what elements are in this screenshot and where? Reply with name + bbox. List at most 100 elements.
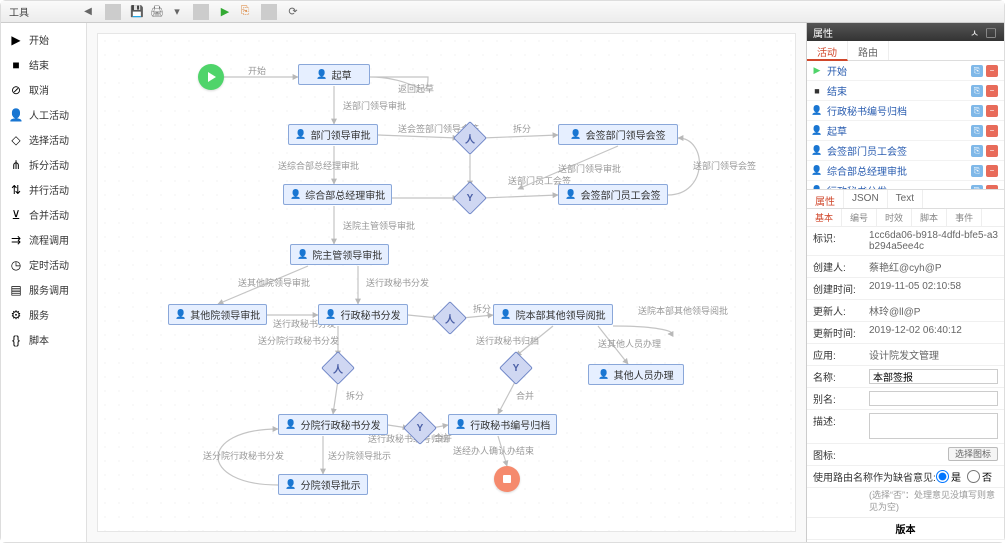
gateway-node[interactable]: Y — [504, 356, 528, 380]
flow-node[interactable]: 👤分院领导批示 — [278, 474, 368, 495]
gateway-node[interactable]: Y — [408, 416, 432, 440]
flow-node[interactable]: 👤其他人员办理 — [588, 364, 684, 385]
palette-icon: ⚙ — [9, 308, 23, 322]
print-icon[interactable]: 🖨 — [149, 4, 165, 20]
sub-tab[interactable]: 时效 — [877, 209, 912, 226]
copy-icon[interactable]: ⎘ — [971, 85, 983, 97]
flow-node[interactable]: 👤会签部门员工会签 — [558, 184, 668, 205]
start-node[interactable] — [198, 64, 224, 90]
select-icon-button[interactable]: 选择图标 — [948, 447, 998, 461]
prop-key-app: 应用: — [813, 347, 869, 362]
activity-name[interactable]: 行政秘书编号归档 — [827, 103, 971, 118]
copy-icon[interactable]: ⎘ — [971, 145, 983, 157]
save-icon[interactable]: 💾 — [129, 4, 145, 20]
name-input[interactable] — [869, 369, 998, 384]
palette-item[interactable]: ■结束 — [1, 52, 86, 77]
palette-icon: ◷ — [9, 258, 23, 272]
prop-key-utime: 更新时间: — [813, 325, 869, 340]
activity-name[interactable]: 综合部总经理审批 — [827, 163, 971, 178]
palette-label: 选择活动 — [29, 132, 69, 147]
delete-icon[interactable]: − — [986, 145, 998, 157]
activity-icon: 👤 — [811, 165, 823, 177]
activity-icon: ▶ — [811, 65, 823, 77]
palette-item[interactable]: ⊻合并活动 — [1, 202, 86, 227]
palette-label: 流程调用 — [29, 232, 69, 247]
palette-item[interactable]: 👤人工活动 — [1, 102, 86, 127]
activity-row: 👤行政秘书分发⎘− — [807, 181, 1004, 189]
palette-item[interactable]: {}脚本 — [1, 327, 86, 352]
delete-icon[interactable]: − — [986, 105, 998, 117]
copy-icon[interactable]: ⎘ — [971, 65, 983, 77]
palette-item[interactable]: ⋔拆分活动 — [1, 152, 86, 177]
copy-icon[interactable]: ⎘ — [971, 125, 983, 137]
prop-key-id: 标识: — [813, 230, 869, 252]
delete-icon[interactable]: − — [986, 165, 998, 177]
activity-name[interactable]: 起草 — [827, 123, 971, 138]
flow-node[interactable]: 👤会签部门领导会签 — [558, 124, 678, 145]
gateway-node[interactable]: 人 — [438, 306, 462, 330]
end-node[interactable] — [494, 466, 520, 492]
activity-name[interactable]: 结束 — [827, 83, 971, 98]
palette-label: 取消 — [29, 82, 49, 97]
sub-tab[interactable]: 脚本 — [912, 209, 947, 226]
sub-tab[interactable]: 编号 — [842, 209, 877, 226]
delete-icon[interactable]: − — [986, 85, 998, 97]
flow-canvas[interactable]: 开始送部门领导审批返回起草送会签部门领导会签拆分送综合部总经理审批送部门员工会签… — [97, 33, 796, 532]
flow-node[interactable]: 👤院主管领导审批 — [290, 244, 389, 265]
activity-row: 👤起草⎘− — [807, 121, 1004, 141]
palette-item[interactable]: ⇅并行活动 — [1, 177, 86, 202]
flow-node[interactable]: 👤行政秘书编号归档 — [448, 414, 557, 435]
palette-icon: ⇉ — [9, 233, 23, 247]
flow-node[interactable]: 👤院本部其他领导阅批 — [493, 304, 613, 325]
copy-icon[interactable]: ⎘ — [971, 165, 983, 177]
palette-item[interactable]: ⇉ 流程调用 — [1, 227, 86, 252]
activity-list: ▶开始⎘−■结束⎘−👤行政秘书编号归档⎘−👤起草⎘−👤会签部门员工会签⎘−👤综合… — [807, 61, 1004, 189]
mid-tab[interactable]: JSON — [844, 190, 888, 208]
activity-row: 👤会签部门员工会签⎘− — [807, 141, 1004, 161]
node-label: 行政秘书编号归档 — [470, 417, 550, 432]
main-tab[interactable]: 路由 — [848, 41, 889, 60]
palette-item[interactable]: ⚙服务 — [1, 302, 86, 327]
gateway-node[interactable]: Y — [458, 186, 482, 210]
prop-key-route: 使用路由名称作为缺省意见: — [813, 469, 936, 484]
human-icon: 👤 — [285, 479, 296, 490]
flow-node[interactable]: 👤部门领导审批 — [288, 124, 378, 145]
panel-controls[interactable]: ㅅ ▢ — [970, 25, 998, 40]
delete-icon[interactable]: − — [986, 125, 998, 137]
palette-item[interactable]: ◇选择活动 — [1, 127, 86, 152]
canvas-grid — [98, 34, 795, 531]
refresh-icon[interactable]: ⟳ — [285, 4, 301, 20]
palette-collapse-handle[interactable]: ◀ — [81, 6, 95, 17]
flow-node[interactable]: 👤起草 — [298, 64, 370, 85]
desc-input[interactable] — [869, 413, 998, 439]
gateway-label: 人 — [465, 131, 475, 146]
mid-tab[interactable]: Text — [888, 190, 923, 208]
main-tab[interactable]: 活动 — [807, 41, 848, 61]
gateway-node[interactable]: 人 — [326, 356, 350, 380]
palette-item[interactable]: ▶开始 — [1, 27, 86, 52]
gateway-node[interactable]: 人 — [458, 126, 482, 150]
palette-label: 并行活动 — [29, 182, 69, 197]
flow-node[interactable]: 👤分院行政秘书分发 — [278, 414, 388, 435]
flow-node[interactable]: 👤综合部总经理审批 — [283, 184, 392, 205]
route-no-radio[interactable]: 否 — [967, 469, 992, 484]
sub-tab[interactable]: 基本 — [807, 209, 842, 226]
deploy-icon[interactable]: ⎘ — [237, 4, 253, 20]
palette-item[interactable]: ◷定时活动 — [1, 252, 86, 277]
run-icon[interactable]: ▶ — [217, 4, 233, 20]
palette-item[interactable]: ⊘取消 — [1, 77, 86, 102]
flow-node[interactable]: 👤行政秘书分发 — [318, 304, 408, 325]
delete-icon[interactable]: − — [986, 65, 998, 77]
copy-icon[interactable]: ⎘ — [971, 105, 983, 117]
activity-name[interactable]: 开始 — [827, 63, 971, 78]
activity-name[interactable]: 会签部门员工会签 — [827, 143, 971, 158]
palette-icon: 👤 — [9, 108, 23, 122]
alias-input[interactable] — [869, 391, 998, 406]
sub-tab[interactable]: 事件 — [947, 209, 982, 226]
export-icon[interactable]: ▾ — [169, 4, 185, 20]
activity-row: 👤 综合部总经理审批⎘− — [807, 161, 1004, 181]
mid-tab[interactable]: 属性 — [807, 190, 844, 208]
palette-item[interactable]: ▤服务调用 — [1, 277, 86, 302]
flow-node[interactable]: 👤其他院领导审批 — [168, 304, 267, 325]
route-yes-radio[interactable]: 是 — [936, 469, 961, 484]
